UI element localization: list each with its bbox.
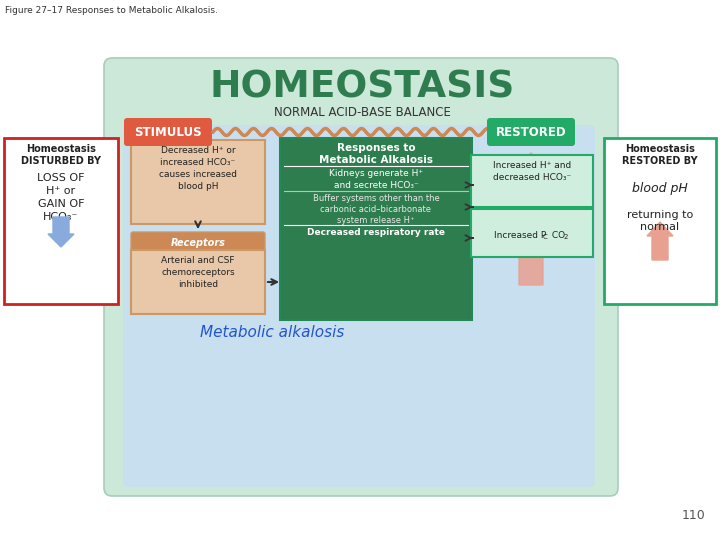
- Text: Metabolic alkalosis: Metabolic alkalosis: [200, 325, 344, 340]
- Text: 110: 110: [681, 509, 705, 522]
- Text: Figure 27–17 Responses to Metabolic Alkalosis.: Figure 27–17 Responses to Metabolic Alka…: [5, 6, 218, 15]
- Text: RESTORED: RESTORED: [495, 125, 567, 138]
- Text: Increased P: Increased P: [494, 231, 546, 240]
- FancyBboxPatch shape: [471, 155, 593, 207]
- Text: blood pH: blood pH: [178, 182, 218, 191]
- FancyArrow shape: [48, 217, 74, 247]
- Text: STIMULUS: STIMULUS: [134, 125, 202, 138]
- FancyBboxPatch shape: [124, 118, 212, 146]
- Text: Homeostasis: Homeostasis: [625, 144, 695, 154]
- Text: blood pH: blood pH: [632, 182, 688, 195]
- Text: Decreased H⁺ or: Decreased H⁺ or: [161, 146, 235, 155]
- Text: decreased HCO₃⁻: decreased HCO₃⁻: [493, 173, 571, 182]
- Text: increased HCO₃⁻: increased HCO₃⁻: [161, 158, 235, 167]
- FancyBboxPatch shape: [471, 209, 593, 257]
- FancyBboxPatch shape: [487, 118, 575, 146]
- Text: Increased H⁺ and: Increased H⁺ and: [493, 161, 571, 170]
- Text: HCO₃⁻: HCO₃⁻: [43, 212, 78, 222]
- FancyBboxPatch shape: [131, 140, 265, 224]
- Text: H⁺ or: H⁺ or: [46, 186, 76, 196]
- Text: CO: CO: [549, 231, 565, 240]
- Text: Responses to: Responses to: [337, 143, 415, 153]
- Text: inhibited: inhibited: [178, 280, 218, 289]
- FancyBboxPatch shape: [131, 250, 265, 314]
- Text: Buffer systems other than the: Buffer systems other than the: [312, 194, 439, 203]
- Text: chemoreceptors: chemoreceptors: [161, 268, 235, 277]
- Text: Kidneys generate H⁺: Kidneys generate H⁺: [329, 169, 423, 178]
- Text: 2: 2: [564, 234, 568, 240]
- FancyBboxPatch shape: [280, 138, 472, 320]
- Text: system release H⁺: system release H⁺: [337, 216, 415, 225]
- FancyBboxPatch shape: [4, 138, 118, 304]
- Text: Arterial and CSF: Arterial and CSF: [161, 256, 235, 265]
- Text: Decreased respiratory rate: Decreased respiratory rate: [307, 228, 445, 237]
- Text: NORMAL ACID-BASE BALANCE: NORMAL ACID-BASE BALANCE: [274, 105, 451, 118]
- FancyArrow shape: [647, 222, 673, 260]
- Text: Receptors: Receptors: [171, 238, 225, 248]
- Text: C: C: [543, 234, 548, 240]
- FancyBboxPatch shape: [123, 125, 595, 487]
- FancyBboxPatch shape: [104, 58, 618, 496]
- Text: returning to: returning to: [627, 210, 693, 220]
- FancyBboxPatch shape: [131, 232, 265, 254]
- Text: DISTURBED BY: DISTURBED BY: [21, 156, 101, 166]
- Text: Homeostasis: Homeostasis: [26, 144, 96, 154]
- Text: GAIN OF: GAIN OF: [37, 199, 84, 209]
- Text: and secrete HCO₃⁻: and secrete HCO₃⁻: [333, 181, 418, 190]
- Text: causes increased: causes increased: [159, 170, 237, 179]
- Text: LOSS OF: LOSS OF: [37, 173, 85, 183]
- Text: Metabolic Alkalosis: Metabolic Alkalosis: [319, 155, 433, 165]
- FancyArrow shape: [510, 153, 552, 285]
- FancyBboxPatch shape: [604, 138, 716, 304]
- Text: HOMEOSTASIS: HOMEOSTASIS: [210, 70, 515, 106]
- Text: carbonic acid–bicarbonate: carbonic acid–bicarbonate: [320, 205, 431, 214]
- Text: RESTORED BY: RESTORED BY: [622, 156, 698, 166]
- Text: normal: normal: [640, 222, 680, 232]
